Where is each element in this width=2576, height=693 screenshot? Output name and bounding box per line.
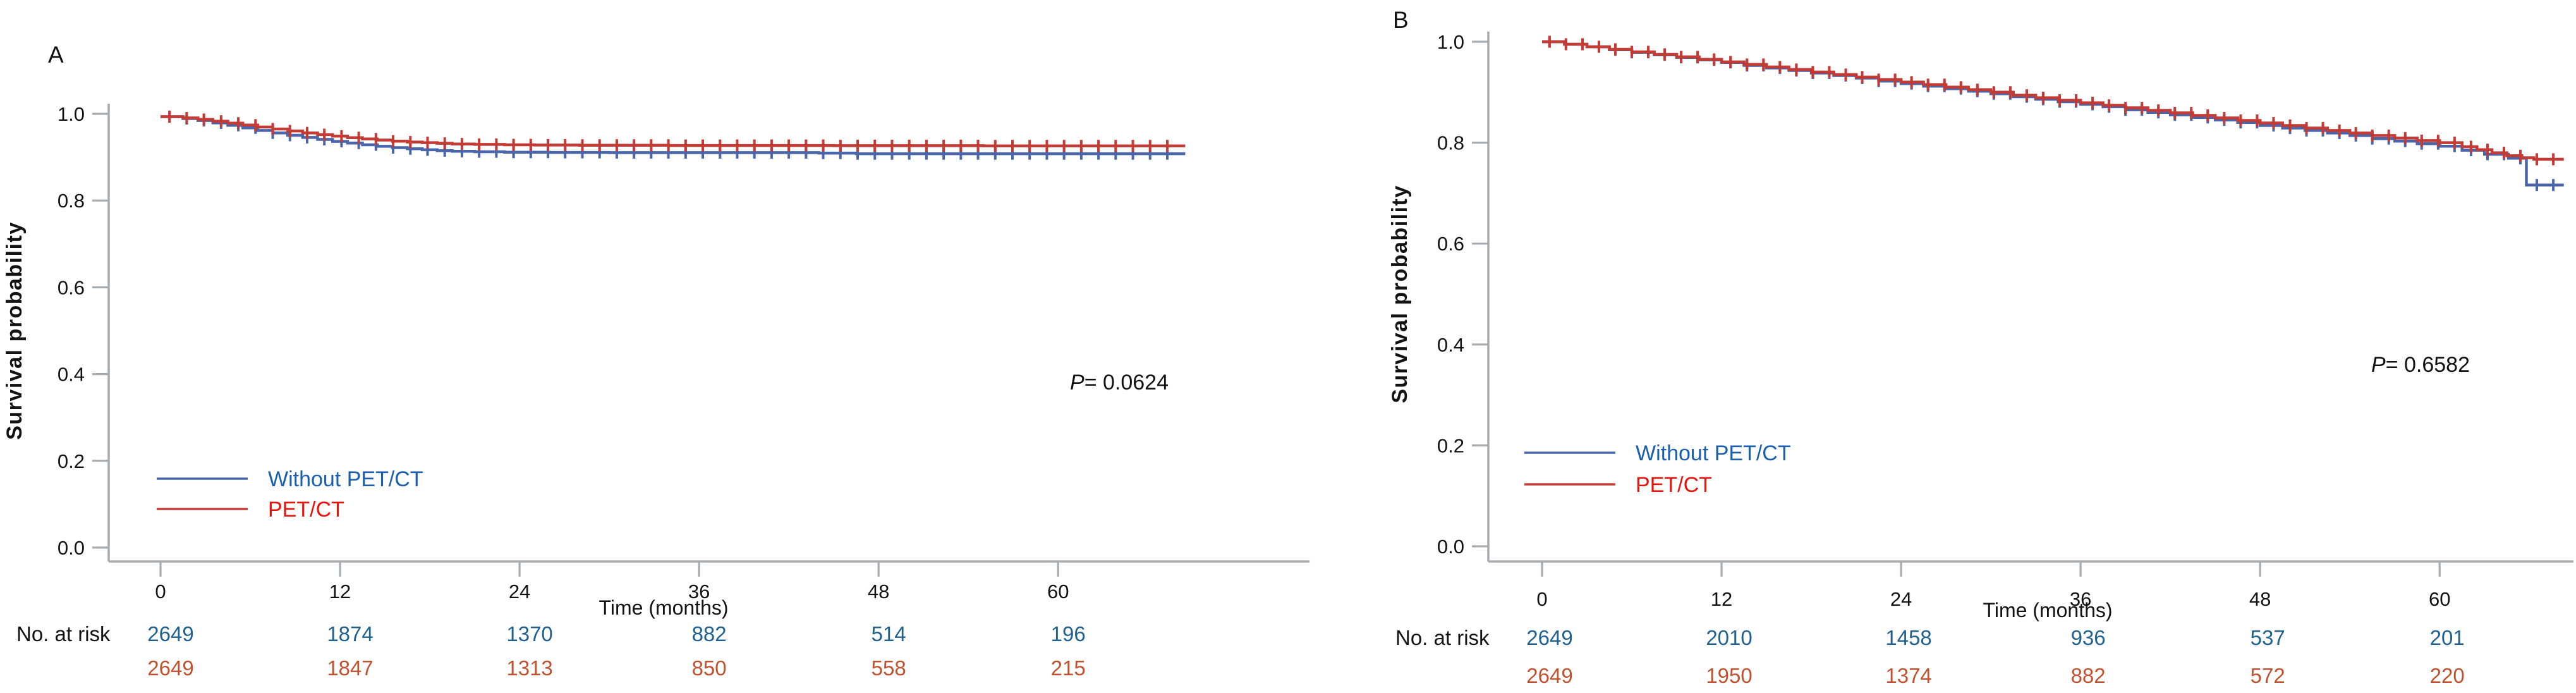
panel-a-risk-count-petct: 1313 (506, 656, 552, 680)
panel-b-label: B (1393, 7, 1409, 33)
panel-b-risk-count-without-petct: 1458 (1885, 626, 1931, 649)
panel-a-x-tick-label: 0 (155, 580, 166, 603)
panel-b-legend-label-without-petct: Without PET/CT (1636, 441, 1791, 465)
panel-a-risk-count-petct: 1847 (327, 656, 373, 680)
panel-a-y-tick-label: 1.0 (58, 103, 85, 125)
panel-a-risk-count-petct: 850 (692, 656, 727, 680)
panel-a-curve-without-petct (161, 115, 1186, 156)
panel-b-risk-count-petct: 882 (2071, 664, 2106, 687)
panel-b-legend: Without PET/CT PET/CT (1524, 441, 1791, 497)
panel-a-x-tick-label: 48 (868, 580, 889, 603)
panel-b-x-tick-label: 36 (2070, 588, 2091, 610)
panel-a-y-tick-label: 0.6 (58, 276, 85, 298)
panel-b-x-tick-label: 12 (1711, 588, 1732, 610)
panel-b-risk-count-petct: 220 (2430, 664, 2465, 687)
panel-b-risk-count-without-petct: 936 (2071, 626, 2106, 649)
panel-a-risk-count-without-petct: 882 (692, 622, 727, 646)
panel-b-curve-petct (1542, 40, 2564, 161)
panel-a-risk-count-petct: 2649 (147, 656, 193, 680)
panel-a-x-tick-label: 24 (509, 580, 530, 603)
panel-a-risk-table: No. at risk 2649 1874 1370 882 514 196 2649 1847… (16, 622, 1086, 680)
panel-a-x-tick-label: 60 (1047, 580, 1069, 603)
panel-b-risk-count-petct: 1950 (1706, 664, 1752, 687)
panel-a-y-tick-label: 0.2 (58, 450, 85, 472)
panel-b-risk-count-petct: 1374 (1885, 664, 1931, 687)
panel-a-risk-table-header: No. at risk (16, 622, 111, 646)
panel-a-legend-label-without-petct: Without PET/CT (268, 467, 423, 491)
panel-b-x-tick-label: 24 (1890, 588, 1912, 610)
panel-a-label: A (48, 42, 64, 68)
panel-b-y-tick-label: 0.0 (1437, 536, 1464, 558)
panel-b-y-axis-title: Survival probability (1388, 185, 1412, 403)
panel-b-risk-table: No. at risk 2649 2010 1458 936 537 201 2649 1950… (1395, 626, 2465, 687)
panel-b-x-tick-label: 0 (1536, 588, 1547, 610)
panel-b-risk-count-without-petct: 2010 (1706, 626, 1752, 649)
panel-a-risk-count-without-petct: 1874 (327, 622, 373, 646)
panel-a-x-axis-title: Time (months) (598, 596, 728, 619)
panel-a-y-tick-label: 0.4 (58, 364, 85, 386)
panel-b-risk-count-petct: 572 (2251, 664, 2285, 687)
panel-a-x-tick-label: 12 (329, 580, 351, 603)
panel-a-risk-count-without-petct: 196 (1051, 622, 1086, 646)
panel-b-legend-label-petct: PET/CT (1636, 473, 1712, 497)
panel-b-risk-count-petct: 2649 (1526, 664, 1572, 687)
panel-b-risk-count-without-petct: 201 (2430, 626, 2465, 649)
panel-b-x-tick-label: 60 (2429, 588, 2450, 610)
panel-a-risk-count-without-petct: 2649 (147, 622, 193, 646)
panel-b-risk-count-without-petct: 537 (2251, 626, 2285, 649)
panel-b-risk-count-without-petct: 2649 (1526, 626, 1572, 649)
panel-b-curve-petct-censor-marks (1548, 35, 2555, 166)
panel-b-x-axis-title: Time (months) (1983, 599, 2112, 622)
panel-a-y-tick-label: 0.0 (58, 537, 85, 559)
panel-a-curve-petct-censor-marks (168, 110, 1169, 152)
panel-b-x-tick-label: 48 (2249, 588, 2271, 610)
panel-a-risk-count-without-petct: 1370 (506, 622, 552, 646)
panel-a: A 1.0 0.8 0.6 0.4 0.2 0.0 0 12 24 36 48 60 Time (mont… (3, 42, 1309, 680)
panel-b: B 1.0 0.8 0.6 0.4 0.2 0.0 0 12 24 36 48 60 Time (mont… (1388, 7, 2573, 687)
panel-a-risk-count-without-petct: 514 (872, 622, 906, 646)
panel-b-y-tick-label: 0.6 (1437, 233, 1464, 255)
panel-a-p-value: P= 0.0624 (1070, 371, 1169, 395)
panel-b-y-tick-label: 0.4 (1437, 334, 1464, 356)
panel-a-y-tick-label: 0.8 (58, 190, 85, 212)
panel-a-x-tick-label: 36 (688, 580, 710, 603)
panel-b-y-tick-label: 0.2 (1437, 434, 1464, 457)
panel-b-y-tick-label: 0.8 (1437, 132, 1464, 154)
panel-a-y-axis-title: Survival probability (3, 221, 27, 440)
panel-a-legend: Without PET/CT PET/CT (157, 467, 423, 522)
panel-a-legend-label-petct: PET/CT (268, 498, 344, 522)
panel-b-y-tick-label: 1.0 (1437, 31, 1464, 53)
panel-a-risk-count-petct: 215 (1051, 656, 1086, 680)
panel-a-curve-petct (161, 115, 1186, 148)
panel-b-risk-table-header: No. at risk (1395, 626, 1490, 649)
panel-b-p-value: P= 0.6582 (2371, 353, 2470, 377)
panel-a-risk-count-petct: 558 (872, 656, 906, 680)
